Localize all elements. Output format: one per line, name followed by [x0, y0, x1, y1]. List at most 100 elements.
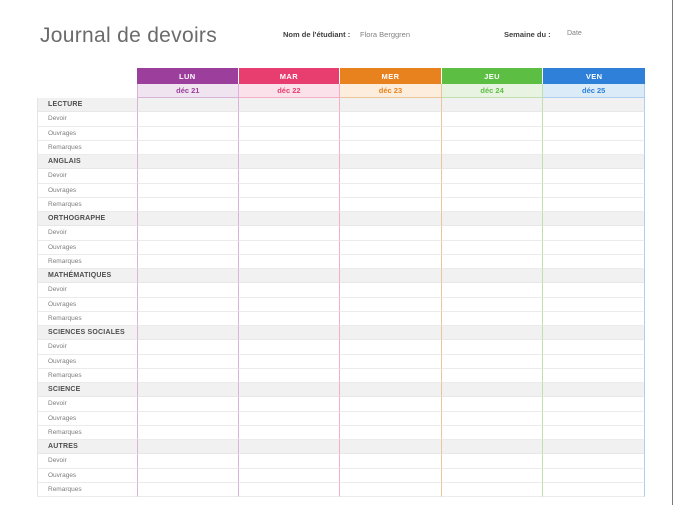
- data-cell[interactable]: [441, 482, 544, 497]
- data-cell[interactable]: [238, 397, 341, 412]
- data-cell[interactable]: [137, 226, 239, 241]
- data-cell[interactable]: [238, 197, 341, 212]
- data-cell[interactable]: [238, 468, 341, 483]
- data-cell[interactable]: [543, 354, 645, 369]
- data-cell[interactable]: [137, 368, 239, 383]
- data-cell[interactable]: [340, 468, 442, 483]
- data-cell[interactable]: [340, 126, 442, 141]
- data-cell[interactable]: [238, 240, 341, 255]
- data-cell[interactable]: [238, 140, 341, 155]
- data-cell[interactable]: [543, 411, 645, 426]
- data-cell[interactable]: [441, 468, 544, 483]
- data-cell[interactable]: [441, 297, 544, 312]
- data-cell[interactable]: [340, 368, 442, 383]
- data-cell[interactable]: [238, 254, 341, 269]
- data-cell[interactable]: [238, 226, 341, 241]
- data-cell[interactable]: [137, 311, 239, 326]
- data-cell[interactable]: [340, 482, 442, 497]
- data-cell[interactable]: [543, 126, 645, 141]
- data-cell[interactable]: [238, 425, 341, 440]
- data-cell[interactable]: [137, 340, 239, 355]
- data-cell[interactable]: [137, 183, 239, 198]
- data-cell[interactable]: [543, 368, 645, 383]
- data-cell[interactable]: [441, 254, 544, 269]
- data-cell[interactable]: [543, 340, 645, 355]
- student-name-value[interactable]: Flora Berggren: [360, 30, 411, 39]
- data-cell[interactable]: [441, 112, 544, 127]
- data-cell[interactable]: [441, 169, 544, 184]
- data-cell[interactable]: [340, 411, 442, 426]
- data-cell[interactable]: [441, 226, 544, 241]
- data-cell[interactable]: [543, 397, 645, 412]
- data-cell[interactable]: [340, 397, 442, 412]
- data-cell[interactable]: [543, 140, 645, 155]
- data-cell[interactable]: [238, 126, 341, 141]
- data-cell[interactable]: [441, 354, 544, 369]
- data-cell[interactable]: [441, 183, 544, 198]
- data-cell[interactable]: [137, 354, 239, 369]
- data-cell[interactable]: [238, 169, 341, 184]
- data-cell[interactable]: [238, 183, 341, 198]
- data-cell[interactable]: [137, 411, 239, 426]
- data-cell[interactable]: [238, 112, 341, 127]
- data-cell[interactable]: [137, 283, 239, 298]
- data-cell[interactable]: [340, 283, 442, 298]
- data-cell[interactable]: [340, 297, 442, 312]
- data-cell[interactable]: [441, 240, 544, 255]
- data-cell[interactable]: [543, 297, 645, 312]
- data-cell[interactable]: [238, 354, 341, 369]
- data-cell[interactable]: [340, 340, 442, 355]
- data-cell[interactable]: [137, 482, 239, 497]
- data-cell[interactable]: [441, 311, 544, 326]
- data-cell[interactable]: [137, 197, 239, 212]
- data-cell[interactable]: [137, 140, 239, 155]
- data-cell[interactable]: [441, 126, 544, 141]
- data-cell[interactable]: [441, 340, 544, 355]
- data-cell[interactable]: [340, 254, 442, 269]
- data-cell[interactable]: [137, 112, 239, 127]
- date-cell[interactable]: déc 21: [137, 84, 239, 98]
- data-cell[interactable]: [137, 425, 239, 440]
- data-cell[interactable]: [137, 454, 239, 469]
- data-cell[interactable]: [340, 354, 442, 369]
- data-cell[interactable]: [543, 240, 645, 255]
- date-cell[interactable]: déc 22: [238, 84, 341, 98]
- data-cell[interactable]: [238, 411, 341, 426]
- data-cell[interactable]: [441, 368, 544, 383]
- data-cell[interactable]: [340, 183, 442, 198]
- data-cell[interactable]: [543, 454, 645, 469]
- data-cell[interactable]: [543, 254, 645, 269]
- data-cell[interactable]: [340, 112, 442, 127]
- data-cell[interactable]: [340, 140, 442, 155]
- data-cell[interactable]: [137, 297, 239, 312]
- data-cell[interactable]: [340, 425, 442, 440]
- data-cell[interactable]: [543, 425, 645, 440]
- data-cell[interactable]: [543, 283, 645, 298]
- data-cell[interactable]: [137, 468, 239, 483]
- data-cell[interactable]: [543, 197, 645, 212]
- data-cell[interactable]: [543, 468, 645, 483]
- data-cell[interactable]: [340, 197, 442, 212]
- data-cell[interactable]: [340, 240, 442, 255]
- data-cell[interactable]: [543, 226, 645, 241]
- data-cell[interactable]: [137, 169, 239, 184]
- data-cell[interactable]: [543, 311, 645, 326]
- data-cell[interactable]: [441, 283, 544, 298]
- data-cell[interactable]: [543, 183, 645, 198]
- date-cell[interactable]: déc 24: [441, 84, 544, 98]
- data-cell[interactable]: [441, 411, 544, 426]
- data-cell[interactable]: [137, 397, 239, 412]
- data-cell[interactable]: [238, 368, 341, 383]
- data-cell[interactable]: [137, 240, 239, 255]
- data-cell[interactable]: [238, 297, 341, 312]
- data-cell[interactable]: [543, 169, 645, 184]
- date-cell[interactable]: déc 25: [543, 84, 645, 98]
- date-cell[interactable]: déc 23: [340, 84, 442, 98]
- data-cell[interactable]: [340, 226, 442, 241]
- data-cell[interactable]: [441, 397, 544, 412]
- data-cell[interactable]: [137, 254, 239, 269]
- data-cell[interactable]: [543, 482, 645, 497]
- data-cell[interactable]: [543, 112, 645, 127]
- data-cell[interactable]: [441, 425, 544, 440]
- data-cell[interactable]: [238, 283, 341, 298]
